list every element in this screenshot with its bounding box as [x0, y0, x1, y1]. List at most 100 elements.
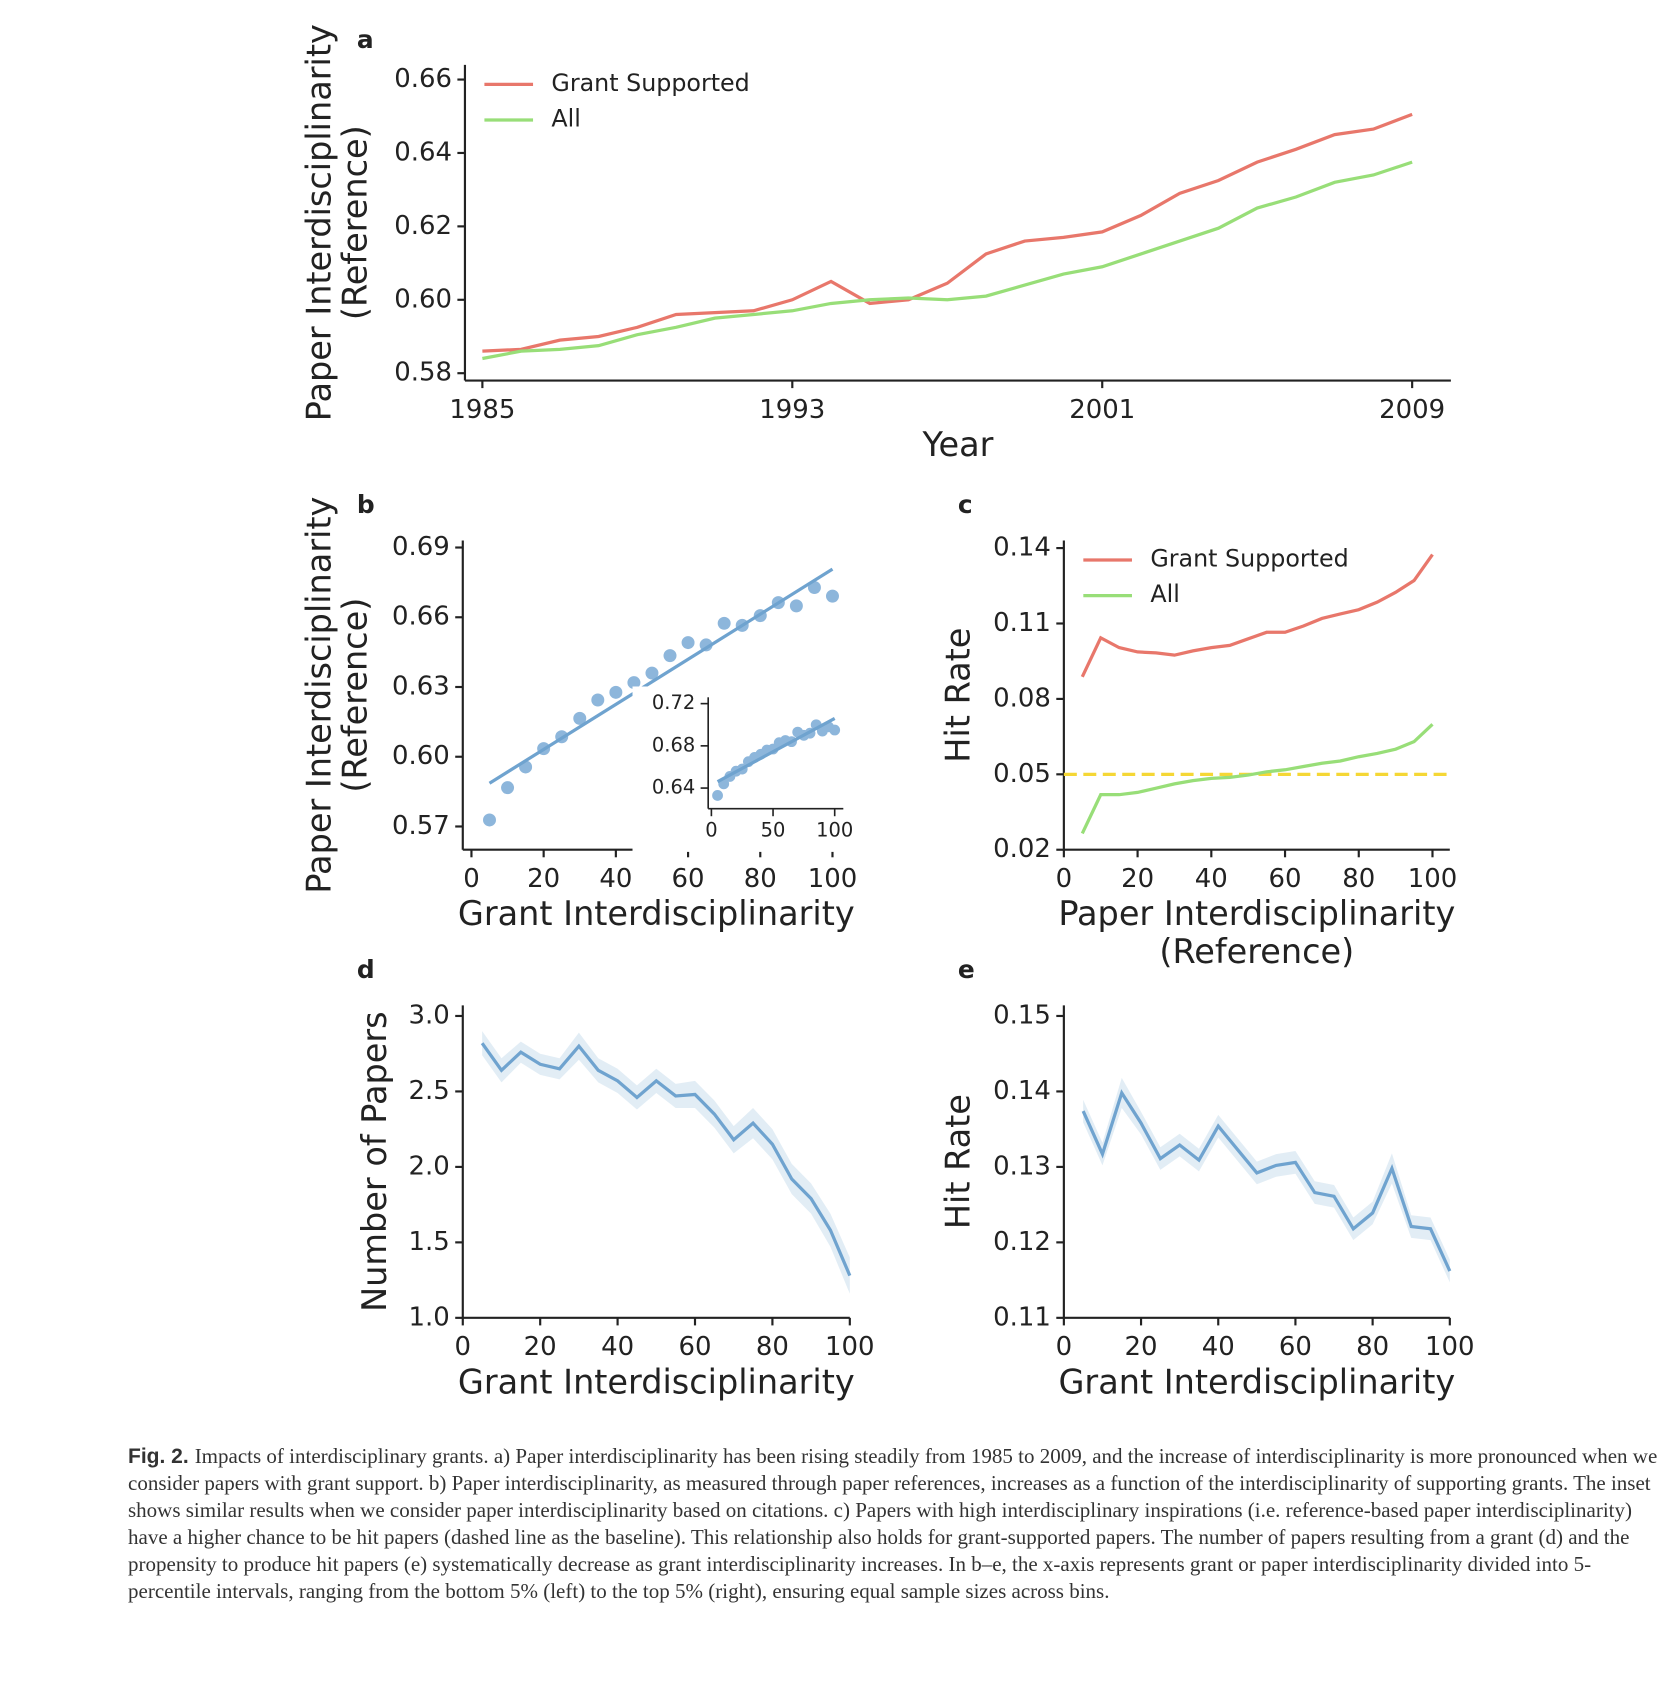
x-tick-label: 80 — [1342, 864, 1375, 894]
point — [717, 616, 731, 630]
y-axis-label: Paper Interdisciplinarity — [300, 497, 339, 894]
line — [482, 160, 1413, 361]
x-tick-label: 60 — [672, 864, 705, 894]
y-tick-label: 0.58 — [394, 358, 452, 388]
y-tick-label: 0.64 — [652, 776, 695, 799]
panel-letter: a — [357, 25, 374, 54]
point — [663, 649, 677, 663]
x-tick-label: 1985 — [449, 395, 515, 425]
x-axis-label: Year — [921, 425, 993, 464]
point — [591, 693, 605, 707]
y-tick-label: 0.66 — [394, 64, 452, 94]
x-tick-label: 20 — [1125, 1332, 1158, 1362]
x-tick-label: 20 — [527, 864, 560, 894]
y-tick-label: 0.11 — [993, 608, 1051, 638]
x-tick-label: 40 — [601, 1332, 634, 1362]
y-tick-label: 0.13 — [993, 1151, 1051, 1181]
x-tick-label: 20 — [524, 1332, 557, 1362]
x-tick-label: 20 — [1121, 864, 1154, 894]
line — [1080, 723, 1434, 835]
y-tick-label: 0.08 — [993, 683, 1051, 713]
y-tick-label: 0.68 — [652, 733, 695, 756]
confidence-band — [482, 1031, 850, 1294]
legend-label: Grant Supported — [551, 69, 749, 97]
fit-line — [488, 567, 834, 785]
y-axis-label: (Reference) — [335, 598, 374, 793]
x-tick-label: 50 — [761, 819, 786, 842]
y-tick-label: 0.12 — [993, 1227, 1051, 1257]
y-tick-label: 0.60 — [392, 741, 450, 771]
x-tick-label: 2001 — [1069, 395, 1135, 425]
x-axis-label: Grant Interdisciplinarity — [1058, 1362, 1455, 1401]
x-tick-label: 0 — [1056, 864, 1073, 894]
x-tick-label: 1993 — [759, 395, 825, 425]
x-tick-label: 80 — [756, 1332, 789, 1362]
x-tick-label: 0 — [1056, 1332, 1073, 1362]
x-tick-label: 100 — [825, 1332, 875, 1362]
line — [1080, 553, 1434, 678]
line — [480, 1042, 852, 1277]
y-tick-label: 0.63 — [392, 671, 450, 701]
x-tick-label: 100 — [808, 864, 858, 894]
point — [483, 813, 496, 827]
panel-letter: b — [357, 490, 375, 519]
x-tick-label: 40 — [1195, 864, 1228, 894]
x-tick-label: 40 — [599, 864, 632, 894]
x-tick-label: 100 — [1425, 1332, 1475, 1362]
y-tick-label: 2.5 — [409, 1076, 450, 1106]
confidence-band — [1083, 1077, 1450, 1283]
x-axis-label: (Reference) — [1159, 932, 1354, 971]
point — [645, 666, 659, 680]
y-tick-label: 0.66 — [392, 602, 450, 632]
y-axis-label: Number of Papers — [355, 1011, 394, 1312]
point — [712, 790, 723, 801]
x-tick-label: 60 — [1279, 1332, 1312, 1362]
x-tick-label: 40 — [1202, 1332, 1235, 1362]
x-tick-label: 80 — [744, 864, 777, 894]
caption: Fig. 2. Impacts of interdisciplinary gran… — [128, 1443, 1658, 1605]
y-tick-label: 0.15 — [993, 1000, 1051, 1030]
point — [829, 724, 841, 736]
point — [627, 676, 641, 690]
x-tick-label: 60 — [1269, 864, 1302, 894]
caption-text: Impacts of interdisciplinary grants. a) … — [128, 1444, 1658, 1603]
y-tick-label: 3.0 — [409, 1000, 450, 1030]
x-tick-label: 0 — [455, 1332, 472, 1362]
point — [789, 599, 803, 613]
line — [1081, 1089, 1452, 1272]
y-tick-label: 0.62 — [394, 211, 452, 241]
x-axis-label: Grant Interdisciplinarity — [458, 894, 855, 933]
point — [573, 711, 587, 725]
y-tick-label: 0.11 — [993, 1302, 1051, 1332]
x-tick-label: 60 — [678, 1332, 711, 1362]
line — [482, 112, 1413, 353]
y-axis-label: Hit Rate — [939, 1094, 978, 1229]
y-tick-label: 0.57 — [392, 811, 450, 841]
y-tick-label: 0.14 — [993, 1076, 1051, 1106]
point — [609, 685, 623, 699]
panel-letter: d — [357, 955, 375, 984]
y-tick-label: 0.02 — [993, 834, 1051, 864]
legend-label: All — [551, 104, 580, 132]
y-tick-label: 0.69 — [392, 532, 450, 562]
x-tick-label: 0 — [705, 819, 717, 842]
y-tick-label: 0.60 — [394, 284, 452, 314]
y-tick-label: 1.0 — [409, 1302, 450, 1332]
y-axis-label: Hit Rate — [939, 628, 978, 763]
point — [681, 636, 695, 650]
y-tick-label: 0.64 — [394, 137, 452, 167]
x-tick-label: 100 — [816, 819, 853, 842]
fit-line — [716, 716, 836, 784]
x-tick-label: 2009 — [1379, 395, 1445, 425]
point — [825, 589, 839, 603]
y-tick-label: 0.14 — [993, 533, 1051, 563]
caption-label: Fig. 2. — [128, 1445, 189, 1468]
figure: 0.66 0.64 0.62 0.60 0.58 1985 1993 2001 2009 Year… — [300, 24, 1475, 1401]
y-tick-label: 1.5 — [409, 1227, 450, 1257]
y-tick-label: 0.72 — [652, 691, 695, 714]
legend-label: All — [1150, 580, 1179, 608]
legend-label: Grant Supported — [1150, 545, 1348, 573]
panel-letter: e — [958, 955, 975, 984]
panel-letter: c — [958, 490, 973, 519]
